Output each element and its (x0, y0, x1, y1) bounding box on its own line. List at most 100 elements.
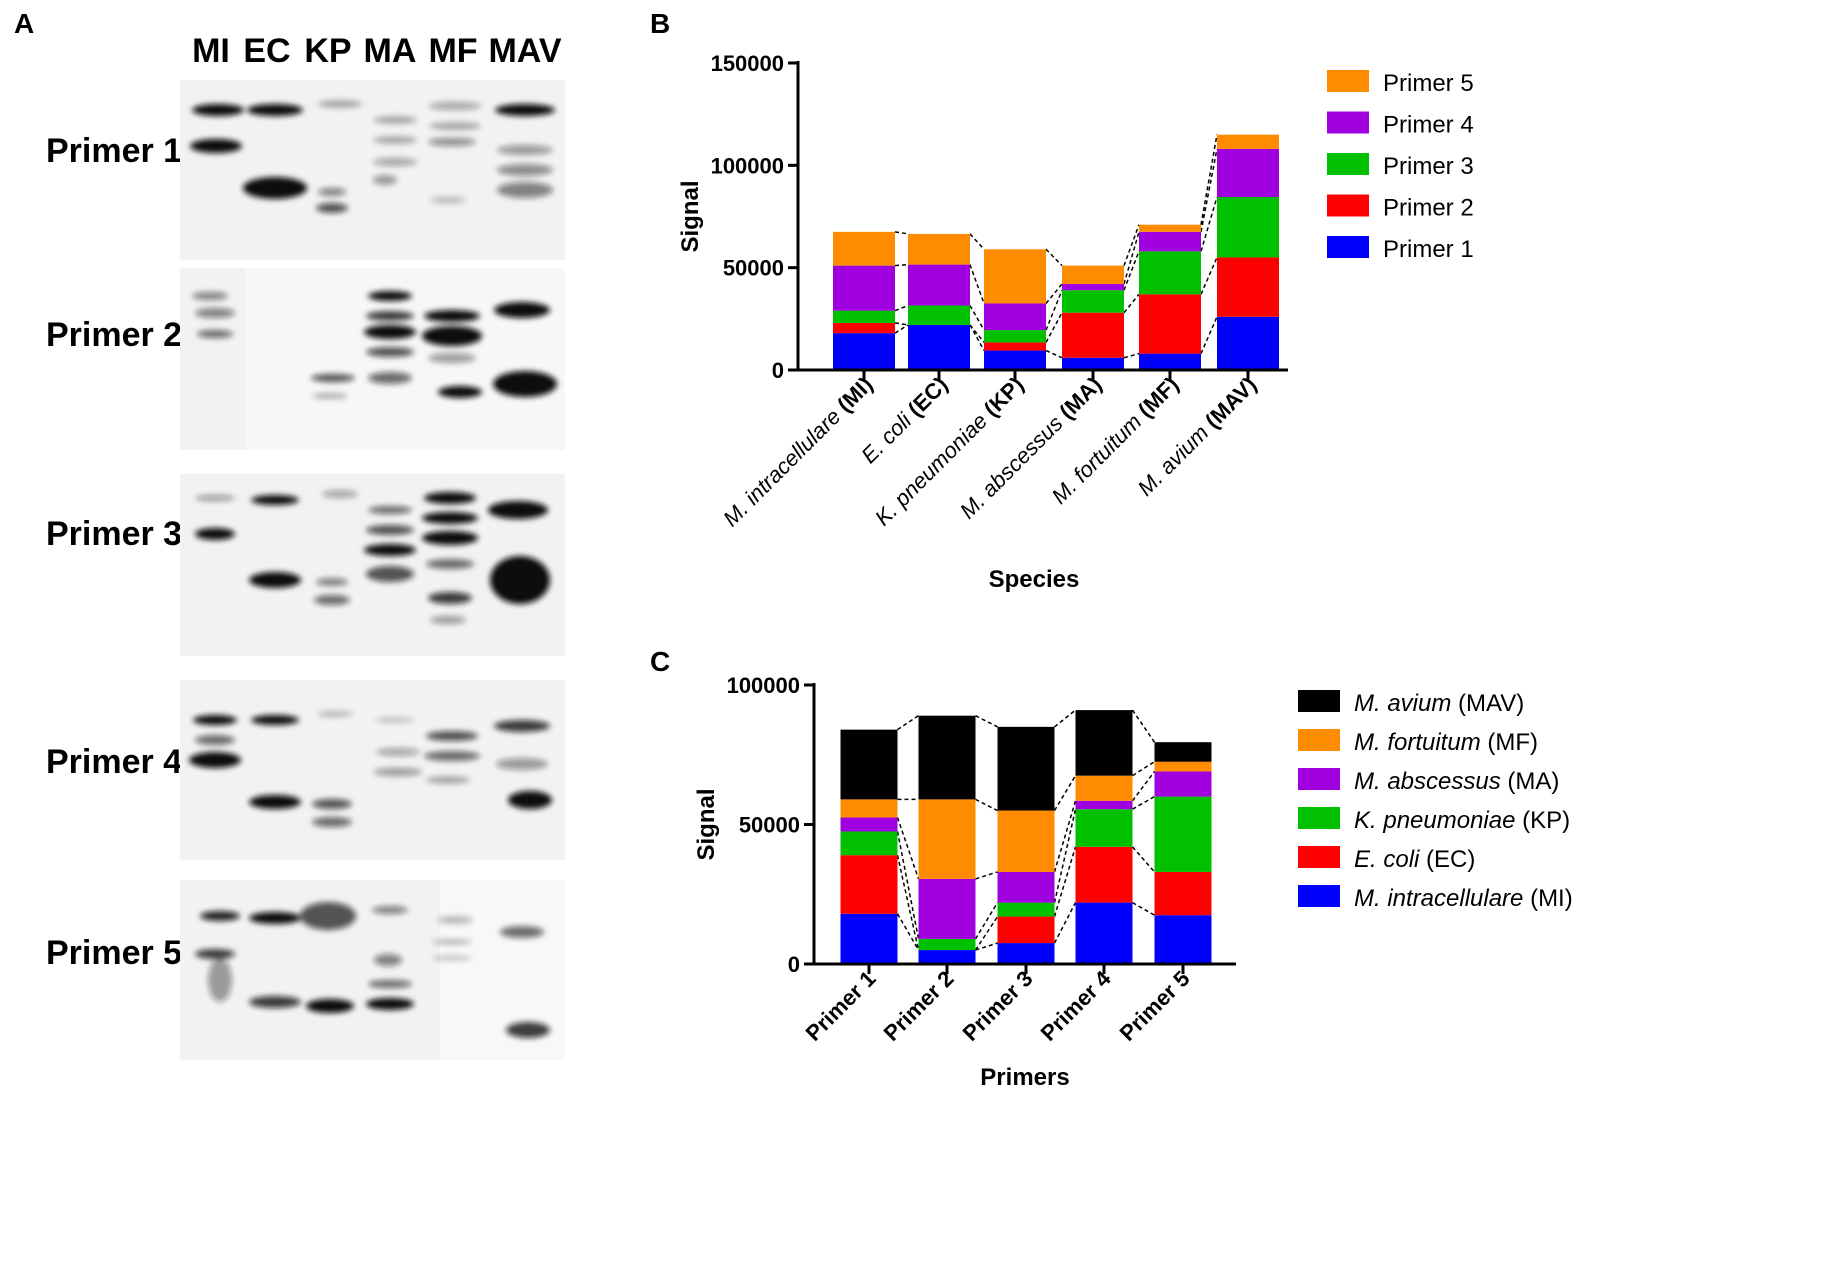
y-tick-label: 50000 (723, 256, 784, 281)
y-tick-label: 150000 (711, 51, 784, 76)
bar-segment-primer-1 (984, 350, 1046, 370)
stack-connector-line (894, 304, 909, 312)
bar-segment-primer-3 (984, 330, 1046, 343)
bar-segment-m-abscessus (840, 817, 898, 832)
legend-label-m-abscessus: M. abscessus (MA) (1354, 768, 1559, 795)
bar-segment-primer-4 (833, 265, 895, 311)
bar-segment-m-intracellulare (840, 913, 898, 964)
stack-connector-line (1045, 283, 1063, 304)
lane-label-ma: MA (363, 32, 417, 70)
bar-segment-m-avium (918, 715, 976, 800)
bar-segment-k-pneumoniae (1075, 809, 1133, 847)
stack-connector-line (896, 817, 920, 880)
stack-connector-line (1053, 902, 1077, 944)
stack-connector-line (1132, 795, 1155, 810)
stack-connector-line (896, 855, 920, 951)
stack-connector-line (1123, 251, 1140, 291)
bar-segment-primer-5 (984, 249, 1046, 304)
bar-segment-primer-3 (908, 305, 970, 325)
panel-letter-b: B (650, 8, 671, 39)
x-tick-label-primer-3: Primer 3 (958, 966, 1038, 1046)
x-tick-label-ma: M. abscessus (MA) (955, 372, 1107, 524)
y-tick-label: 0 (788, 952, 800, 977)
blot-row-label-primer-2: Primer 2 (46, 316, 183, 354)
western-blot-primer-1 (180, 80, 565, 260)
bar-segment-primer-1 (908, 324, 970, 370)
bar-segment-primer-3 (833, 310, 895, 323)
stack-connector-line (1131, 771, 1156, 802)
stack-connector-line (897, 715, 919, 731)
stack-connector-line (1053, 846, 1077, 917)
bar-segment-primer-2 (1217, 257, 1279, 317)
stack-connector-line (894, 322, 909, 326)
bar-segment-primer-5 (1062, 265, 1124, 285)
blot-row-label-primer-4: Primer 4 (46, 743, 183, 781)
bar-segment-primer-3 (1062, 290, 1124, 313)
legend-label-primer-1: Primer 1 (1383, 236, 1474, 263)
stack-connector-line (896, 831, 920, 940)
stack-connector-line (1123, 293, 1140, 314)
lane-label-mav: MAV (488, 32, 562, 70)
y-tick-label: 50000 (739, 813, 800, 838)
legend-swatch-m-fortuitum (1298, 729, 1340, 751)
bar-segment-k-pneumoniae (1154, 796, 1212, 872)
legend-label-k-pneumoniae: K. pneumoniae (KP) (1354, 807, 1570, 834)
bar-segment-primer-2 (984, 342, 1046, 351)
legend-label-m-intracellulare: M. intracellulare (MI) (1354, 885, 1573, 912)
x-tick-label-kp: K. pneumoniae (KP) (870, 372, 1029, 531)
bar-segment-primer-2 (1062, 312, 1124, 358)
legend-swatch-m-abscessus (1298, 768, 1340, 790)
stack-connector-line (1132, 901, 1155, 916)
stack-connector-line (1045, 289, 1063, 331)
bar-segment-k-pneumoniae (840, 831, 898, 856)
stack-connector-line (1132, 761, 1155, 777)
blot-row-label-primer-3: Primer 3 (46, 515, 183, 553)
western-blot-primer-5 (180, 880, 565, 1060)
stack-connector-line (969, 324, 985, 343)
stack-connector-line (969, 305, 985, 331)
stack-connector-line (1131, 846, 1156, 873)
legend-label-primer-5: Primer 5 (1383, 70, 1474, 97)
stack-connector-line (969, 264, 985, 304)
bar-segment-primer-1 (1139, 353, 1201, 370)
lane-label-ec: EC (243, 32, 291, 70)
legend-swatch-m-avium (1298, 690, 1340, 712)
bar-segment-m-intracellulare (1154, 915, 1212, 964)
legend-swatch-e-coli (1298, 846, 1340, 868)
panel-letter-a: A (14, 8, 35, 39)
stack-connector-line (1123, 352, 1140, 359)
bar-segment-primer-5 (833, 231, 895, 266)
y-axis-label: Signal (677, 180, 704, 252)
stack-connector-line (896, 913, 920, 951)
legend-swatch-primer-3 (1327, 153, 1369, 175)
bar-segment-primer-5 (908, 233, 970, 265)
x-axis-label: Primers (980, 1064, 1069, 1091)
bar-segment-primer-4 (1217, 148, 1279, 198)
bar-segment-primer-1 (1062, 357, 1124, 370)
x-tick-label-primer-1: Primer 1 (801, 966, 881, 1046)
bar-segment-primer-2 (833, 322, 895, 334)
bar-segment-primer-4 (1139, 231, 1201, 252)
chart-signal-by-species: 0 50000 100000 150000 Signal Species M. intra… (677, 51, 1474, 593)
stack-connector-line (894, 324, 909, 334)
legend-swatch-primer-2 (1327, 194, 1369, 217)
blot-row-label-primer-1: Primer 1 (46, 132, 183, 170)
bar-segment-m-intracellulare (1075, 902, 1133, 964)
legend-label-primer-3: Primer 3 (1383, 153, 1474, 180)
bar-segment-primer-4 (1062, 284, 1124, 291)
bar-segment-e-coli (840, 855, 898, 914)
bar-segment-m-fortuitum (1154, 761, 1212, 772)
bar-segment-primer-5 (1139, 224, 1201, 232)
bar-segment-m-abscessus (1075, 800, 1133, 810)
y-tick-label: 100000 (711, 153, 784, 178)
y-tick-label: 100000 (727, 673, 800, 698)
stack-connector-line (1200, 196, 1218, 252)
stack-connector-line (974, 916, 999, 951)
bar-segment-m-avium (840, 729, 898, 800)
bar-segment-e-coli (1154, 871, 1212, 916)
bar-segment-k-pneumoniae (997, 902, 1055, 917)
lane-label-kp: KP (304, 32, 352, 70)
blot-row-label-primer-5: Primer 5 (46, 934, 183, 972)
stack-connector-line (969, 324, 985, 351)
stack-connector-line (975, 942, 998, 951)
